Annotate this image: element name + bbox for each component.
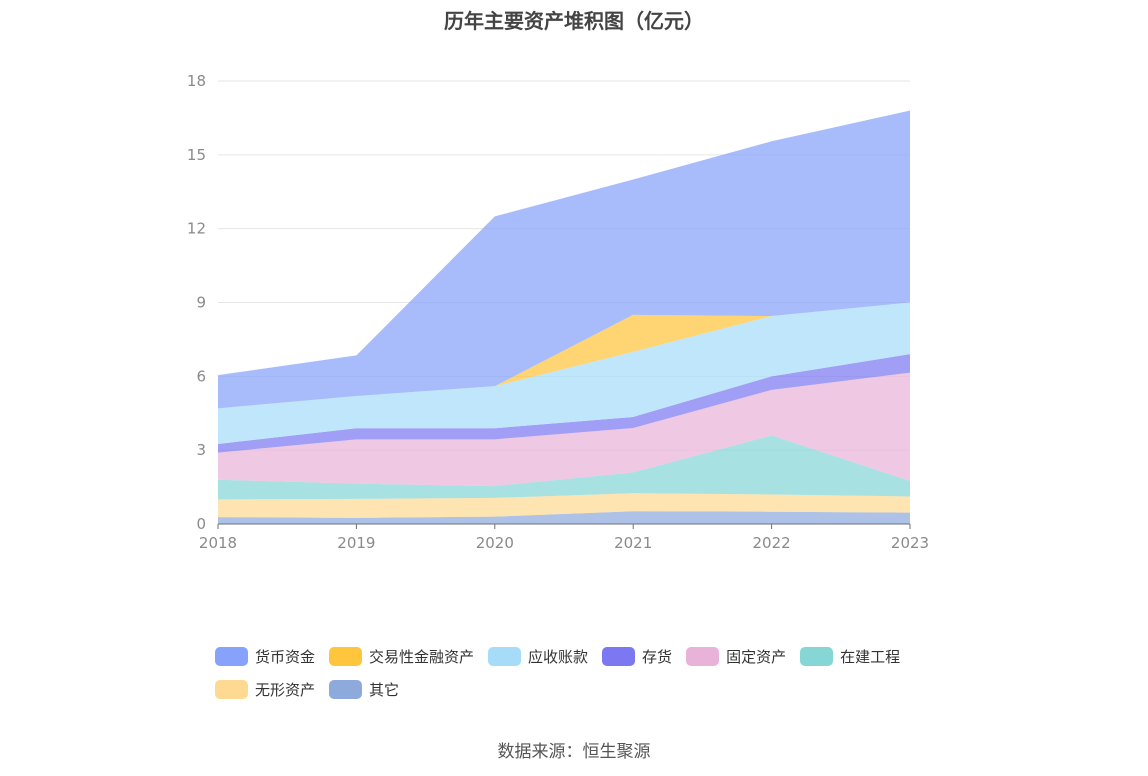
- y-tick-label: 9: [196, 294, 206, 312]
- legend-item-cash[interactable]: 货币资金: [215, 646, 315, 667]
- legend-label: 货币资金: [255, 648, 316, 666]
- area-series[interactable]: 货币资金: [218, 110, 910, 409]
- x-tick-label: 2020: [476, 534, 514, 552]
- legend-swatch: [215, 647, 248, 666]
- legend-swatch: [329, 647, 363, 666]
- legend-label: 存货: [642, 648, 673, 666]
- x-tick-label: 2019: [337, 534, 375, 552]
- x-tick-label: 2022: [753, 534, 791, 552]
- y-tick-label: 6: [196, 367, 206, 385]
- legend-row-2: 无形资产 其它: [215, 673, 975, 706]
- legend-swatch: [215, 680, 248, 699]
- stacked-area-chart: 其它无形资产在建工程固定资产存货应收账款交易性金融资产货币资金 0 3 6 9 12 15…: [187, 72, 929, 552]
- area-series[interactable]: 无形资产: [218, 493, 910, 518]
- legend-swatch: [602, 647, 636, 666]
- area-series[interactable]: 固定资产: [218, 372, 910, 487]
- y-tick-label: 15: [187, 146, 206, 164]
- legend-label: 无形资产: [255, 681, 316, 699]
- y-tick-label: 12: [187, 220, 206, 238]
- legend-label: 固定资产: [726, 648, 787, 666]
- x-tick-label: 2018: [199, 534, 237, 552]
- area-series[interactable]: 交易性金融资产: [218, 302, 910, 409]
- legend-label: 在建工程: [840, 648, 901, 666]
- data-source: 数据来源：恒生聚源: [497, 742, 651, 762]
- y-tick-label: 0: [196, 515, 206, 533]
- area-layer: 其它无形资产在建工程固定资产存货应收账款交易性金融资产货币资金: [218, 110, 910, 524]
- legend-label: 其它: [369, 681, 400, 699]
- legend: 货币资金 交易性金融资产 应收账款 存货 固定资产 在建工程 无形资产: [215, 640, 975, 706]
- chart-title: 历年主要资产堆积图（亿元）: [444, 9, 704, 33]
- legend-item-receivables[interactable]: 应收账款: [488, 646, 588, 667]
- y-tick-label: 3: [196, 441, 206, 459]
- area-series[interactable]: 在建工程: [218, 435, 910, 500]
- legend-label: 交易性金融资产: [369, 648, 475, 666]
- legend-swatch: [329, 680, 363, 699]
- legend-row-1: 货币资金 交易性金融资产 应收账款 存货 固定资产 在建工程: [215, 640, 975, 673]
- area-series[interactable]: 其它: [218, 511, 910, 524]
- legend-swatch: [488, 647, 522, 666]
- legend-label: 应收账款: [528, 648, 589, 666]
- y-tick-label: 18: [187, 72, 206, 90]
- legend-item-trading-financial-assets[interactable]: 交易性金融资产: [329, 646, 474, 667]
- legend-item-construction-in-progress[interactable]: 在建工程: [800, 646, 900, 667]
- area-series[interactable]: 应收账款: [218, 302, 910, 445]
- legend-swatch: [800, 647, 834, 666]
- legend-item-intangible-assets[interactable]: 无形资产: [215, 679, 315, 700]
- legend-item-other[interactable]: 其它: [329, 679, 399, 700]
- legend-item-fixed-assets[interactable]: 固定资产: [686, 646, 786, 667]
- legend-item-inventory[interactable]: 存货: [602, 646, 672, 667]
- legend-swatch: [686, 647, 720, 666]
- x-tick-label: 2023: [891, 534, 929, 552]
- area-series[interactable]: 存货: [218, 354, 910, 453]
- x-tick-label: 2021: [614, 534, 652, 552]
- axis-layer: 0 3 6 9 12 15 18 2018 2019 2020 2021 2022 2023: [187, 72, 929, 552]
